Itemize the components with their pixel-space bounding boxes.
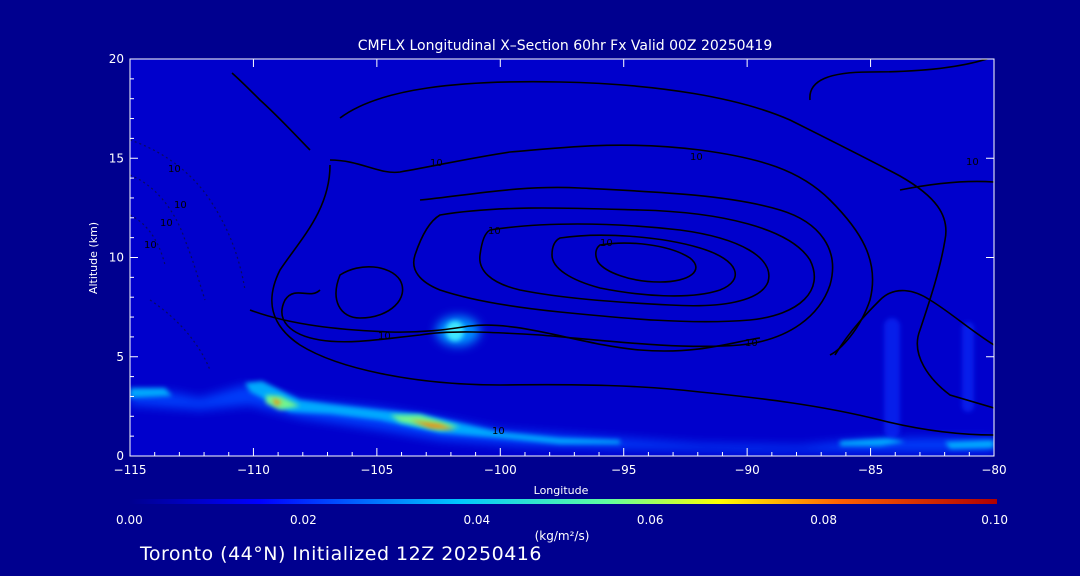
- contour-dashed: [130, 214, 166, 266]
- x-tick-label: −80: [981, 463, 1006, 477]
- x-tick-label: −110: [237, 463, 270, 477]
- contour-line: [413, 207, 816, 323]
- contour-label: 10: [160, 218, 173, 229]
- contour-line: [809, 59, 994, 191]
- contour-label: 10: [488, 226, 501, 237]
- contour-label: 10: [168, 164, 181, 175]
- contour-line: [249, 309, 761, 352]
- contour-line: [479, 223, 770, 307]
- contour-dashed: [130, 174, 206, 301]
- contour-label: 10: [430, 158, 443, 169]
- x-axis-label: Longitude: [534, 484, 589, 497]
- contour-line: [335, 265, 404, 319]
- y-tick-label: 10: [109, 251, 124, 265]
- contour-dashed: [149, 299, 211, 371]
- contour-line: [271, 164, 994, 436]
- x-tick-label: −90: [734, 463, 759, 477]
- y-tick-label: 15: [109, 151, 124, 165]
- shading-max: [272, 398, 455, 430]
- contour-lines: [231, 59, 994, 436]
- colorbar-ticks: 0.00 0.02 0.04 0.06 0.08 0.10: [116, 513, 1008, 527]
- contour-label-group: 10 10 10 10 10 10 10 10 10 10 10 10: [144, 152, 979, 437]
- x-tick-label: −85: [858, 463, 883, 477]
- x-tick-label: −105: [360, 463, 393, 477]
- contour-label: 10: [174, 200, 187, 211]
- y-axis: 0 5 10 15 20: [109, 52, 994, 463]
- shading-plume-1: [884, 318, 900, 438]
- x-tick-label: −95: [611, 463, 636, 477]
- contour-dashes: [130, 139, 246, 371]
- contour-line: [231, 72, 311, 151]
- colorbar-tick-label: 0.06: [637, 513, 664, 527]
- contour-label: 10: [144, 240, 157, 251]
- x-axis: −115 −110 −105 −100 −95 −90 −85 −80: [114, 59, 1007, 477]
- contour-line: [551, 234, 737, 297]
- colorbar-tick-label: 0.08: [810, 513, 837, 527]
- x-tick-label: −115: [114, 463, 147, 477]
- colorbar-tick-label: 0.02: [290, 513, 317, 527]
- contour-label: 10: [745, 338, 758, 349]
- y-tick-label: 20: [109, 52, 124, 66]
- shading-core: [266, 395, 460, 430]
- colorbar-tick-label: 0.04: [463, 513, 490, 527]
- contour-line: [339, 80, 994, 409]
- y-tick-label: 5: [116, 350, 124, 364]
- colorbar-tick-label: 0.10: [981, 513, 1008, 527]
- contour-label: 10: [378, 331, 391, 342]
- contour-line: [329, 144, 874, 356]
- contour-line: [834, 289, 994, 356]
- shading-blob-core: [446, 321, 464, 341]
- y-axis-label: Altitude (km): [87, 222, 100, 294]
- contour-dashed: [130, 139, 246, 291]
- x-tick-label: −100: [484, 463, 517, 477]
- colorbar-tick-label: 0.00: [116, 513, 143, 527]
- contour-label: 10: [690, 152, 703, 163]
- contour-label: 10: [492, 426, 505, 437]
- contour-label: 10: [966, 157, 979, 168]
- colorbar: [130, 499, 997, 504]
- contour-line: [595, 242, 697, 283]
- chart-title: CMFLX Longitudinal X–Section 60hr Fx Val…: [358, 38, 772, 54]
- footer-caption: Toronto (44°N) Initialized 12Z 20250416: [140, 543, 542, 565]
- colorbar-units: (kg/m²/s): [535, 529, 590, 543]
- shading-plume-2: [962, 322, 974, 412]
- contour-label: 10: [600, 238, 613, 249]
- shaded-field: [130, 316, 994, 452]
- y-tick-label: 0: [116, 449, 124, 463]
